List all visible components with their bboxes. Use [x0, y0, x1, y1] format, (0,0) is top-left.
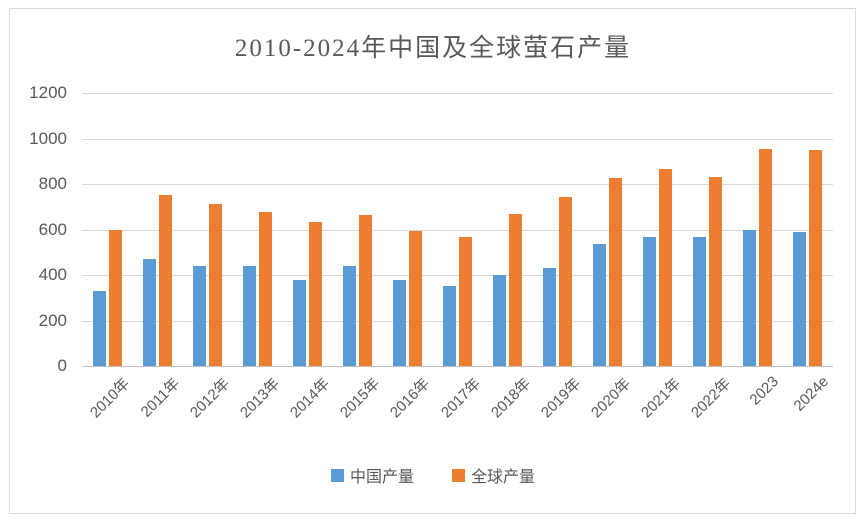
gridline-1000 [82, 138, 833, 140]
bar-china-2013 [242, 265, 256, 366]
bar-global-2013 [258, 212, 272, 366]
y-axis-label-800: 800 [38, 174, 67, 193]
legend-swatch-global-icon [452, 468, 465, 482]
bar-global-2016 [408, 230, 422, 366]
bar-china-2020 [593, 244, 607, 366]
bar-china-2015 [342, 265, 356, 366]
bar-global-2024e [809, 149, 823, 366]
bar-china-2023 [743, 229, 757, 366]
y-axis-label-1200: 1200 [29, 83, 67, 102]
plot-area [82, 93, 833, 367]
bar-china-2018 [493, 275, 507, 366]
y-axis-label-400: 400 [38, 265, 67, 284]
bar-china-2017 [443, 286, 456, 366]
bar-global-2015 [358, 214, 372, 366]
legend-label-china: 中国产量 [349, 469, 414, 486]
legend: 中国产量 全球产量 [0, 464, 866, 486]
gridline-200 [82, 320, 833, 322]
legend-item-china: 中国产量 [330, 463, 414, 487]
gridline-600 [82, 229, 833, 231]
legend-label-global: 全球产量 [471, 469, 536, 486]
bar-china-2019 [543, 268, 557, 366]
bar-china-2022 [693, 237, 707, 366]
bar-global-2012 [208, 204, 222, 366]
y-axis-label-600: 600 [38, 219, 67, 239]
bar-china-2011 [142, 259, 156, 366]
bar-global-2019 [559, 196, 573, 366]
bar-china-2016 [392, 279, 406, 366]
y-axis-label-200: 200 [38, 310, 67, 330]
bar-china-2024e [793, 231, 807, 366]
bar-china-2012 [192, 265, 206, 366]
bar-global-2010 [108, 229, 122, 366]
bar-global-2014 [308, 221, 322, 366]
bar-global-2021 [659, 169, 673, 366]
gridline-800 [82, 184, 833, 185]
y-axis-label-1000: 1000 [29, 128, 67, 148]
bar-global-2018 [509, 213, 523, 366]
legend-swatch-china-icon [330, 468, 344, 482]
bar-global-2023 [759, 148, 773, 366]
bar-global-2011 [158, 195, 172, 366]
bar-global-2022 [709, 177, 723, 366]
gridline-0 [82, 366, 833, 367]
bar-global-2020 [609, 178, 623, 366]
y-axis-label-0: 0 [57, 356, 67, 375]
bar-china-2021 [643, 237, 657, 366]
bar-china-2010 [92, 290, 106, 366]
chart-title: 2010-2024年中国及全球萤石产量 [234, 35, 632, 62]
gridline-400 [82, 275, 833, 276]
gridline-1200 [82, 93, 833, 94]
bar-global-2017 [459, 237, 472, 366]
bar-china-2014 [292, 279, 306, 366]
legend-item-global: 全球产量 [452, 463, 535, 487]
